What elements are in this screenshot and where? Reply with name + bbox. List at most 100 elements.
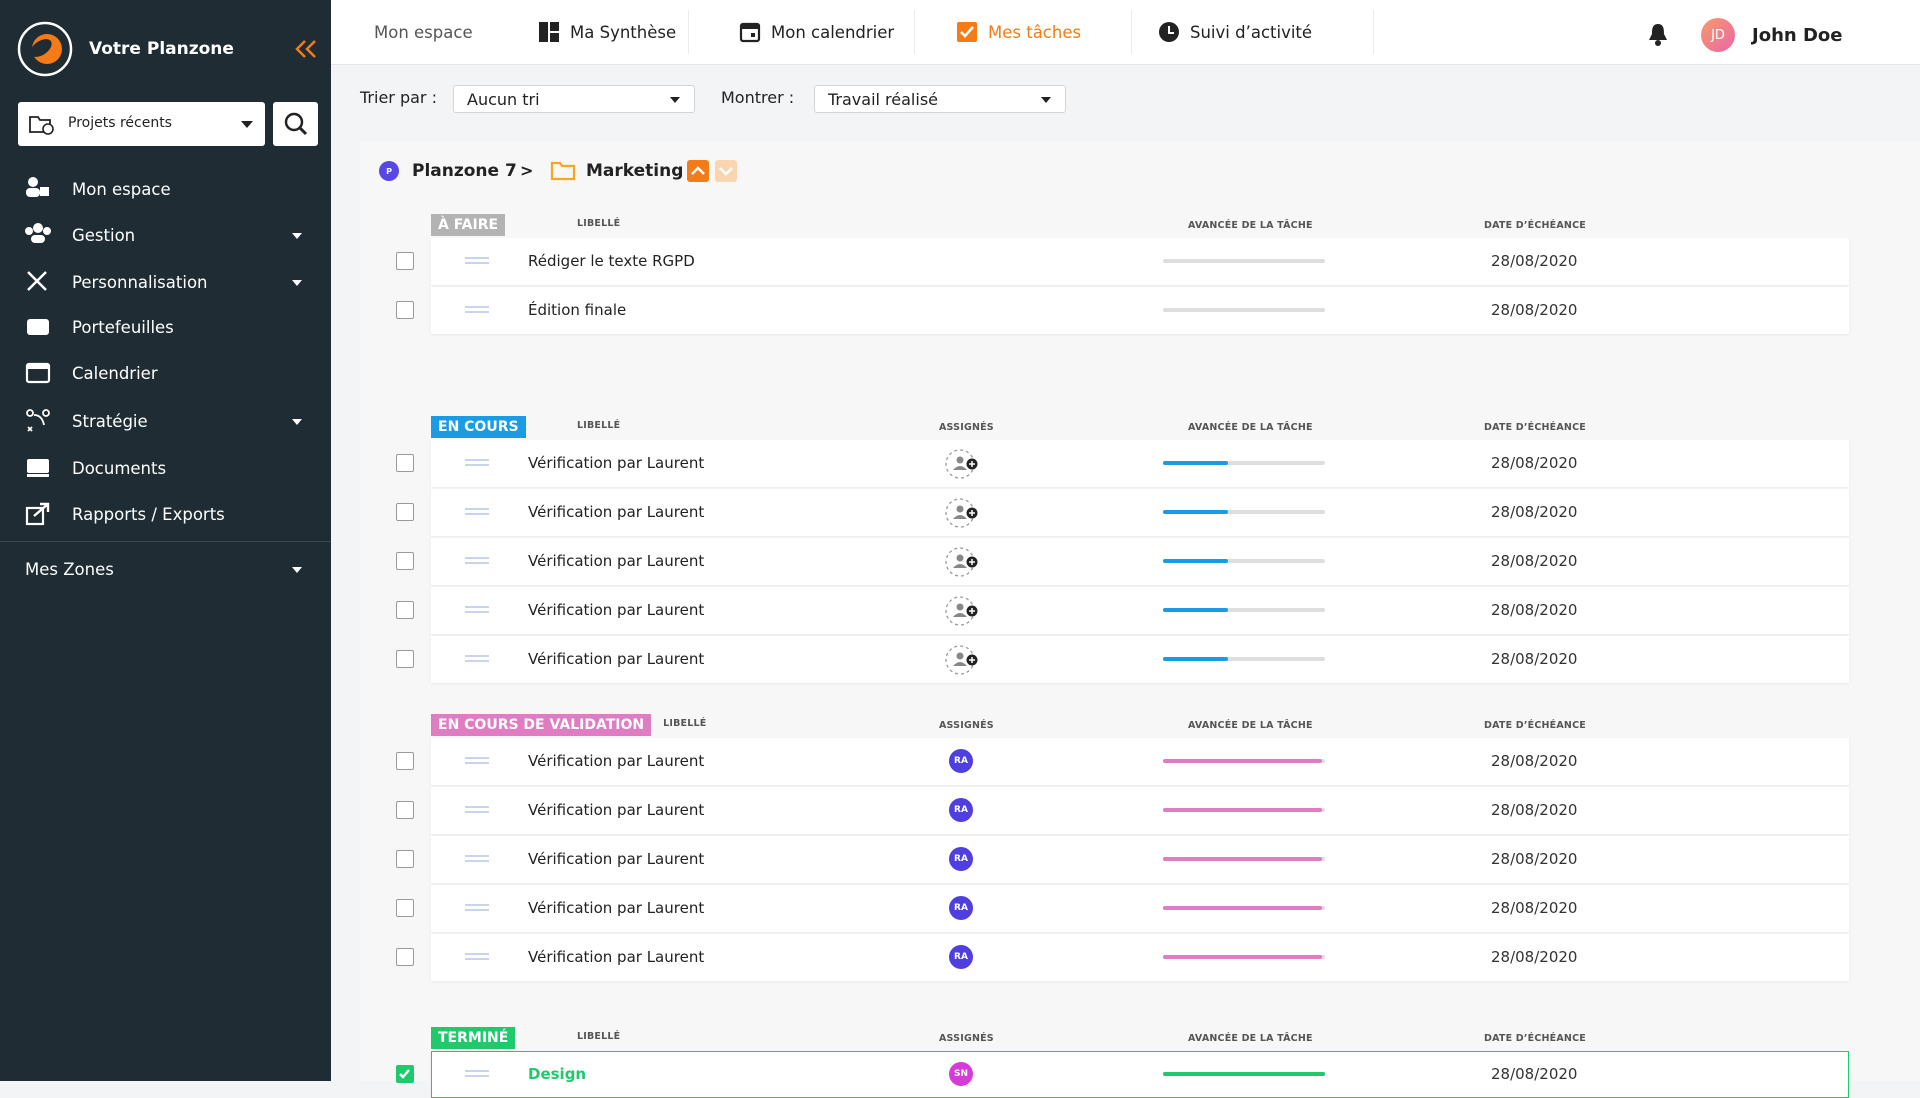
task-label[interactable]: Vérification par Laurent [528, 948, 705, 966]
task-row[interactable] [431, 489, 1849, 536]
menu-item[interactable]: Personnalisation [24, 267, 208, 297]
search-button[interactable] [273, 102, 318, 146]
drag-handle[interactable] [465, 855, 489, 862]
task-row[interactable] [431, 885, 1849, 932]
nav-tab-label: Mon calendrier [771, 22, 895, 42]
add-assignee[interactable] [944, 594, 986, 632]
project-select[interactable]: Projets récents [18, 102, 265, 146]
checkbox[interactable] [396, 1065, 414, 1083]
task-label[interactable]: Vérification par Laurent [528, 899, 705, 917]
checkbox[interactable] [396, 948, 414, 966]
task-label[interactable]: Vérification par Laurent [528, 801, 705, 819]
collapse-button[interactable] [294, 38, 318, 60]
due-date: 28/08/2020 [1491, 503, 1578, 521]
task-label[interactable]: Vérification par Laurent [528, 503, 705, 521]
drag-handle[interactable] [465, 953, 489, 960]
breadcrumb-separator: > [520, 161, 534, 180]
checkbox[interactable] [396, 252, 414, 270]
nav-tab[interactable]: Mon espace [374, 0, 473, 64]
nav-tab[interactable]: Suivi d’activité [1158, 0, 1312, 64]
task-label[interactable]: Vérification par Laurent [528, 650, 705, 668]
task-row[interactable] [431, 238, 1849, 285]
add-assignee[interactable] [944, 447, 986, 485]
drag-handle[interactable] [465, 806, 489, 813]
zones-toggle[interactable]: Mes Zones [25, 560, 114, 579]
progress-track [1163, 559, 1325, 563]
menu-item[interactable]: Stratégie [24, 406, 148, 436]
checkbox[interactable] [396, 503, 414, 521]
folder-name[interactable]: Marketing [586, 161, 684, 181]
user-avatar[interactable]: JD [1701, 18, 1735, 52]
checkbox[interactable] [396, 301, 414, 319]
checkbox[interactable] [396, 454, 414, 472]
task-label[interactable]: Édition finale [528, 301, 627, 319]
task-row[interactable] [431, 836, 1849, 883]
progress-track [1163, 510, 1325, 514]
task-label[interactable]: Vérification par Laurent [528, 454, 705, 472]
column-header: AVANCÉE DE LA TÂCHE [1188, 720, 1313, 731]
task-label[interactable]: Rédiger le texte RGPD [528, 252, 695, 270]
task-label[interactable]: Vérification par Laurent [528, 552, 705, 570]
checkbox[interactable] [396, 552, 414, 570]
sort-select[interactable]: Aucun tri [453, 85, 695, 113]
checkbox[interactable] [396, 752, 414, 770]
checkbox[interactable] [396, 801, 414, 819]
menu-item[interactable]: Portefeuilles [24, 312, 174, 342]
assignee-avatar: RA [949, 847, 973, 871]
drag-handle[interactable] [465, 508, 489, 515]
brand: Votre Planzone [89, 39, 234, 59]
add-assignee[interactable] [944, 496, 986, 534]
checkbox[interactable] [396, 650, 414, 668]
checkbox[interactable] [396, 899, 414, 917]
nav-tab[interactable]: Ma Synthèse [538, 0, 676, 64]
task-row[interactable] [431, 587, 1849, 634]
task-label[interactable]: Vérification par Laurent [528, 601, 705, 619]
progress-bar [1163, 657, 1228, 661]
menu-icon [26, 177, 49, 197]
drag-handle[interactable] [465, 757, 489, 764]
task-row[interactable] [431, 787, 1849, 834]
drag-handle[interactable] [465, 655, 489, 662]
menu-icon [27, 271, 47, 291]
task-label[interactable]: Vérification par Laurent [528, 850, 705, 868]
task-row[interactable] [431, 1051, 1849, 1098]
menu-item[interactable]: Mon espace [24, 174, 171, 204]
task-row[interactable] [431, 934, 1849, 981]
nav-tab[interactable]: Mon calendrier [739, 0, 894, 64]
drag-handle[interactable] [465, 904, 489, 911]
drag-handle[interactable] [465, 1070, 489, 1077]
due-date: 28/08/2020 [1491, 850, 1578, 868]
progress-bar [1163, 955, 1322, 959]
add-assignee[interactable] [944, 545, 986, 583]
column-header: AVANCÉE DE LA TÂCHE [1188, 220, 1313, 231]
task-label[interactable]: Vérification par Laurent [528, 752, 705, 770]
column-header: LIBELLÉ [577, 1031, 621, 1042]
task-row[interactable] [431, 636, 1849, 683]
task-label[interactable]: Design [528, 1065, 587, 1083]
workspace-name[interactable]: Planzone 7 [412, 161, 517, 181]
nav-tab[interactable]: Mes tâches [956, 0, 1081, 64]
menu-item[interactable]: Rapports / Exports [24, 499, 225, 529]
task-row[interactable] [431, 538, 1849, 585]
checkbox[interactable] [396, 601, 414, 619]
drag-handle[interactable] [465, 257, 489, 264]
task-row[interactable] [431, 287, 1849, 334]
menu-item[interactable]: Calendrier [24, 358, 158, 388]
task-row[interactable] [431, 440, 1849, 487]
drag-handle[interactable] [465, 606, 489, 613]
add-assignee[interactable] [944, 643, 986, 681]
user-name[interactable]: John Doe [1752, 25, 1843, 46]
menu-item[interactable]: Gestion [24, 220, 135, 250]
menu-icon [26, 409, 50, 432]
notifications[interactable] [1647, 22, 1669, 50]
drag-handle[interactable] [465, 557, 489, 564]
menu-item[interactable]: Documents [24, 453, 166, 483]
drag-handle[interactable] [465, 459, 489, 466]
checkbox[interactable] [396, 850, 414, 868]
show-select[interactable]: Travail réalisé [814, 85, 1066, 113]
menu-label: Mon espace [72, 179, 171, 199]
due-date: 28/08/2020 [1491, 454, 1578, 472]
drag-handle[interactable] [465, 306, 489, 313]
sort-arrows[interactable] [686, 159, 740, 187]
task-row[interactable] [431, 738, 1849, 785]
